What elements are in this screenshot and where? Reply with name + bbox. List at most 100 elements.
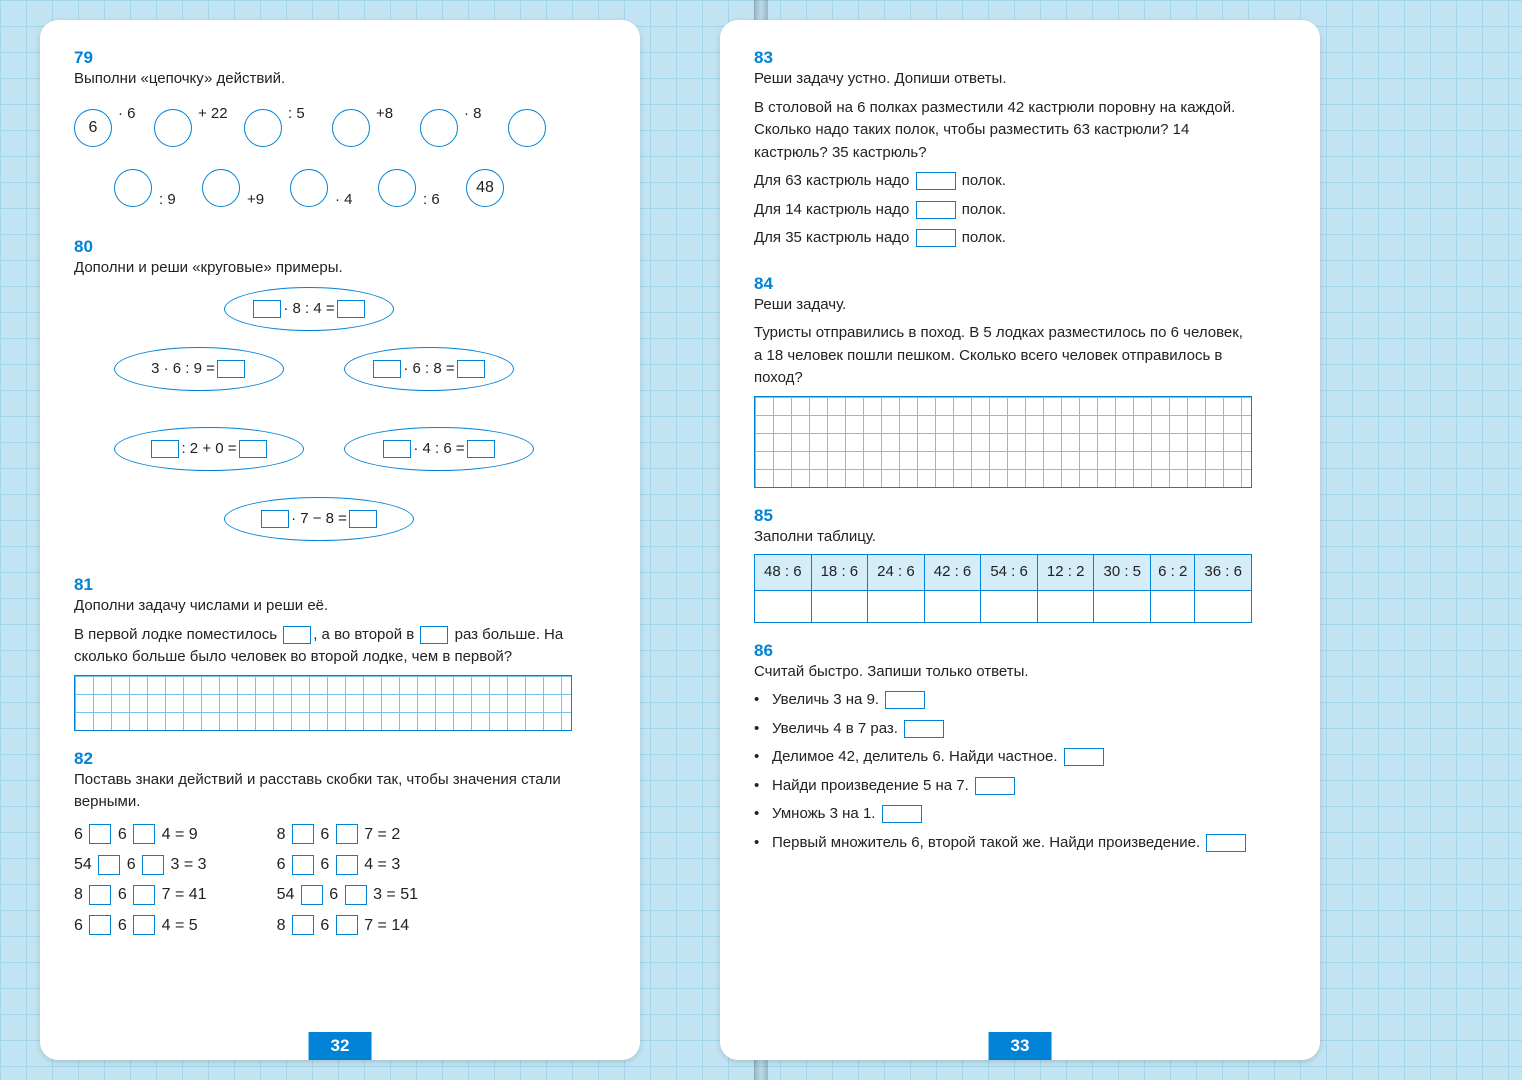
- task-number: 82: [74, 749, 104, 769]
- task-title: Заполни таблицу.: [754, 526, 1252, 549]
- task-text: В первой лодке поместилось , а во второй…: [74, 624, 572, 669]
- eq-row: 8 6 7 = 41: [74, 880, 207, 910]
- oval-eq[interactable]: : 2 + 0 =: [114, 427, 304, 471]
- chain-op: : 5: [288, 103, 305, 126]
- chain-circle[interactable]: [332, 109, 370, 147]
- answer-grid[interactable]: [754, 396, 1252, 488]
- table-answer-row: [755, 590, 1252, 622]
- chain-circle[interactable]: [290, 169, 328, 207]
- task-80: 80 Дополни и реши «круговые» примеры. · …: [74, 237, 606, 558]
- eq-row: 54 6 3 = 3: [74, 850, 207, 880]
- eq-col-right: 8 6 7 = 2 6 6 4 = 3 54 6 3 = 51 8 6 7 = …: [277, 820, 418, 942]
- chain-diagram: 6 · 6 + 22 : 5 +8 · 8 : 9 +9 · 4 : 6 4: [74, 99, 572, 219]
- chain-circle[interactable]: [244, 109, 282, 147]
- list-item: Умножь 3 на 1.: [754, 803, 1252, 826]
- task-number: 86: [754, 641, 784, 661]
- task-number: 81: [74, 575, 104, 595]
- oval-eq[interactable]: · 6 : 8 =: [344, 347, 514, 391]
- td[interactable]: [981, 590, 1038, 622]
- td[interactable]: [811, 590, 868, 622]
- list-item: Найди произведение 5 на 7.: [754, 775, 1252, 798]
- chain-circle[interactable]: [154, 109, 192, 147]
- fill-table: 48 : 618 : 624 : 642 : 654 : 612 : 230 :…: [754, 554, 1252, 623]
- oval-eq[interactable]: · 7 − 8 =: [224, 497, 414, 541]
- task-84: 84 Реши задачу. Туристы отправились в по…: [754, 274, 1286, 488]
- task-title: Реши задачу устно. Допиши ответы.: [754, 68, 1252, 91]
- th: 42 : 6: [924, 555, 981, 591]
- task-title: Дополни задачу числами и реши её.: [74, 595, 572, 618]
- chain-circle[interactable]: [420, 109, 458, 147]
- task-number: 84: [754, 274, 784, 294]
- td[interactable]: [1151, 590, 1195, 622]
- page-number: 32: [309, 1032, 372, 1060]
- task-79: 79 Выполни «цепочку» действий. 6 · 6 + 2…: [74, 48, 606, 219]
- task-number: 80: [74, 237, 104, 257]
- td[interactable]: [1094, 590, 1151, 622]
- chain-circle[interactable]: [202, 169, 240, 207]
- th: 36 : 6: [1195, 555, 1252, 591]
- task-title: Считай быстро. Запиши только ответы.: [754, 661, 1252, 684]
- page-number: 33: [989, 1032, 1052, 1060]
- task-85: 85 Заполни таблицу. 48 : 618 : 624 : 642…: [754, 506, 1286, 623]
- task-title: Реши задачу.: [754, 294, 1252, 317]
- chain-circle[interactable]: 48: [466, 169, 504, 207]
- eq-row: 6 6 4 = 5: [74, 911, 207, 941]
- task-number: 79: [74, 48, 104, 68]
- list-item: Увеличь 4 в 7 раз.: [754, 718, 1252, 741]
- right-page: 83 Реши задачу устно. Допиши ответы. В с…: [720, 20, 1320, 1060]
- td[interactable]: [1037, 590, 1094, 622]
- chain-op: + 22: [198, 103, 228, 126]
- th: 24 : 6: [868, 555, 925, 591]
- task-text: Туристы отправились в поход. В 5 лодках …: [754, 322, 1252, 390]
- th: 6 : 2: [1151, 555, 1195, 591]
- task-82: 82 Поставь знаки действий и расставь ско…: [74, 749, 606, 942]
- td[interactable]: [924, 590, 981, 622]
- th: 30 : 5: [1094, 555, 1151, 591]
- eq-row: 8 6 7 = 14: [277, 911, 418, 941]
- eq-col-left: 6 6 4 = 9 54 6 3 = 3 8 6 7 = 41 6 6 4 = …: [74, 820, 207, 942]
- task-number: 83: [754, 48, 784, 68]
- oval-eq[interactable]: · 4 : 6 =: [344, 427, 534, 471]
- eq-row: 6 6 4 = 9: [74, 820, 207, 850]
- list-item: Первый множитель 6, второй такой же. Най…: [754, 832, 1252, 855]
- chain-circle[interactable]: 6: [74, 109, 112, 147]
- task-86: 86 Считай быстро. Запиши только ответы. …: [754, 641, 1286, 861]
- chain-op: · 6: [118, 103, 136, 126]
- task-text: В столовой на 6 полках разместили 42 кас…: [754, 97, 1252, 165]
- bullet-list: Увеличь 3 на 9. Увеличь 4 в 7 раз. Делим…: [754, 689, 1252, 854]
- chain-op: · 8: [464, 103, 482, 126]
- task-number: 85: [754, 506, 784, 526]
- th: 18 : 6: [811, 555, 868, 591]
- eq-row: 6 6 4 = 3: [277, 850, 418, 880]
- oval-diagram: · 8 : 4 = 3 · 6 : 9 = · 6 : 8 = : 2 + 0 …: [74, 287, 572, 557]
- oval-eq[interactable]: 3 · 6 : 9 =: [114, 347, 284, 391]
- td[interactable]: [755, 590, 812, 622]
- task-title: Поставь знаки действий и расставь скобки…: [74, 769, 572, 814]
- chain-op: · 4: [335, 189, 353, 212]
- td[interactable]: [1195, 590, 1252, 622]
- list-item: Делимое 42, делитель 6. Найди частное.: [754, 746, 1252, 769]
- task-83: 83 Реши задачу устно. Допиши ответы. В с…: [754, 48, 1286, 256]
- chain-op: : 6: [423, 189, 440, 212]
- page-spread: 79 Выполни «цепочку» действий. 6 · 6 + 2…: [0, 0, 1522, 1080]
- oval-eq[interactable]: · 8 : 4 =: [224, 287, 394, 331]
- list-item: Увеличь 3 на 9.: [754, 689, 1252, 712]
- answer-line: Для 63 кастрюль надо полок.: [754, 170, 1252, 193]
- th: 12 : 2: [1037, 555, 1094, 591]
- chain-op: : 9: [159, 189, 176, 212]
- task-title: Дополни и реши «круговые» примеры.: [74, 257, 572, 280]
- chain-op: +8: [376, 103, 393, 126]
- answer-line: Для 35 кастрюль надо полок.: [754, 227, 1252, 250]
- eq-row: 8 6 7 = 2: [277, 820, 418, 850]
- task-81: 81 Дополни задачу числами и реши её. В п…: [74, 575, 606, 731]
- answer-grid[interactable]: [74, 675, 572, 731]
- chain-circle[interactable]: [378, 169, 416, 207]
- left-page: 79 Выполни «цепочку» действий. 6 · 6 + 2…: [40, 20, 640, 1060]
- chain-op: +9: [247, 189, 264, 212]
- chain-circle[interactable]: [114, 169, 152, 207]
- equation-columns: 6 6 4 = 9 54 6 3 = 3 8 6 7 = 41 6 6 4 = …: [74, 820, 572, 942]
- chain-circle[interactable]: [508, 109, 546, 147]
- table-header-row: 48 : 618 : 624 : 642 : 654 : 612 : 230 :…: [755, 555, 1252, 591]
- td[interactable]: [868, 590, 925, 622]
- eq-row: 54 6 3 = 51: [277, 880, 418, 910]
